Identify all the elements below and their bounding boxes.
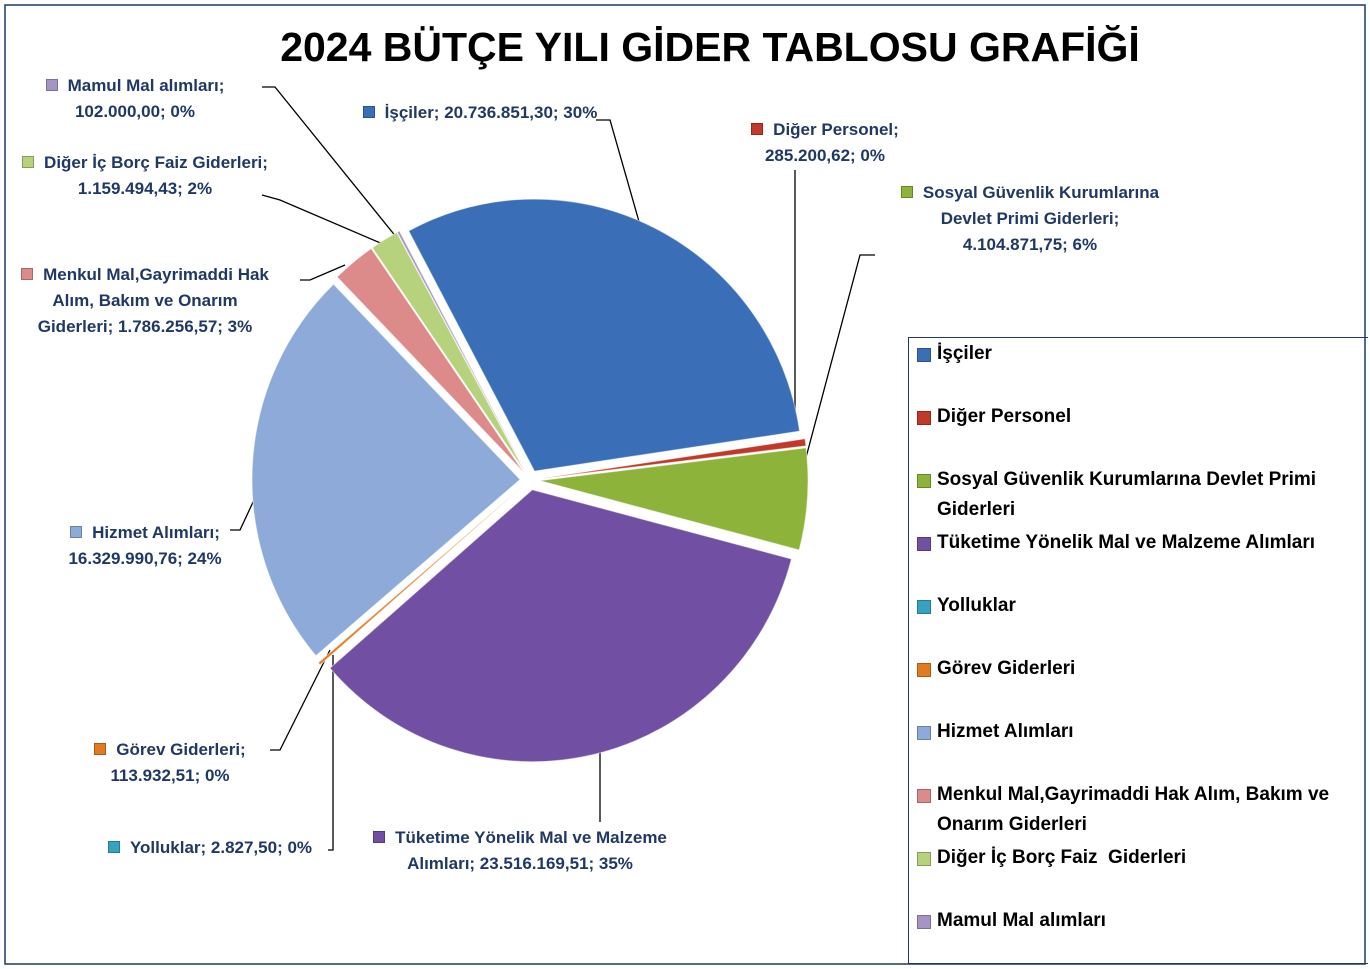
data-label-text: Menkul Mal,Gayrimaddi Hak Alım, Bakım ve… xyxy=(37,265,269,336)
legend-swatch xyxy=(917,348,931,362)
leader-line xyxy=(328,655,334,851)
legend-text: Görev Giderleri xyxy=(937,658,1076,679)
legend-swatch xyxy=(917,411,931,425)
data-label-text: Görev Giderleri; 113.932,51; 0% xyxy=(110,740,246,785)
label-marker xyxy=(22,156,35,168)
pie-slice xyxy=(539,447,809,551)
label-marker xyxy=(45,79,58,91)
pie-slice xyxy=(408,198,801,472)
data-label: Tüketime Yönelik Mal ve Malzeme Alımları… xyxy=(370,825,670,877)
label-marker xyxy=(751,123,764,135)
legend-text: Tüketime Yönelik Mal ve Malzeme Alımları xyxy=(937,532,1316,553)
data-label-text: Yolluklar; 2.827,50; 0% xyxy=(129,838,313,857)
legend-item: Diğer İç Borç Faiz Giderleri xyxy=(917,843,1357,873)
chart-title: 2024 BÜTÇE YILI GİDER TABLOSU GRAFİĞİ xyxy=(280,24,1140,70)
data-label: Görev Giderleri; 113.932,51; 0% xyxy=(55,737,285,789)
pie-slice xyxy=(336,247,525,473)
legend-swatch xyxy=(917,852,931,866)
legend-swatch xyxy=(917,600,931,614)
data-label-text: Hizmet Alımları; 16.329.990,76; 24% xyxy=(68,523,222,568)
legend-item: İşçiler xyxy=(917,339,1357,369)
chart-border xyxy=(4,4,1366,965)
legend-item: Görev Giderleri xyxy=(917,654,1357,684)
pie-slice xyxy=(251,283,521,657)
label-marker xyxy=(373,831,386,843)
legend-text: Diğer İç Borç Faiz Giderleri xyxy=(937,847,1187,868)
legend-swatch xyxy=(917,915,931,929)
legend-text: Sosyal Güvenlik Kurumlarına Devlet Primi… xyxy=(937,469,1322,520)
data-label: Yolluklar; 2.827,50; 0% xyxy=(60,835,360,861)
pie-slice xyxy=(371,231,526,472)
data-label-text: Diğer Personel; 285.200,62; 0% xyxy=(764,120,899,165)
data-label: Diğer Personel; 285.200,62; 0% xyxy=(725,117,925,169)
legend-swatch xyxy=(917,789,931,803)
leader-line xyxy=(596,119,641,226)
data-label-text: Mamul Mal alımları; 102.000,00; 0% xyxy=(67,76,225,121)
legend-text: Yolluklar xyxy=(937,595,1016,616)
pie-slice xyxy=(539,438,807,480)
data-label: Diğer İç Borç Faiz Giderleri; 1.159.494,… xyxy=(15,150,275,202)
legend-item: Diğer Personel xyxy=(917,402,1357,432)
legend-text: Diğer Personel xyxy=(937,406,1072,427)
legend: İşçiler Diğer Personel Sosyal Güvenlik Kur… xyxy=(908,337,1368,964)
legend-swatch xyxy=(917,663,931,677)
data-label: Sosyal Güvenlik Kurumlarına Devlet Primi… xyxy=(890,180,1170,258)
leader-line xyxy=(262,86,398,239)
legend-item: Menkul Mal,Gayrimaddi Hak Alım, Bakım ve… xyxy=(917,780,1357,840)
data-label: Mamul Mal alımları; 102.000,00; 0% xyxy=(5,73,265,125)
data-label-text: Tüketime Yönelik Mal ve Malzeme Alımları… xyxy=(395,828,667,873)
legend-item: Yolluklar xyxy=(917,591,1357,621)
label-marker xyxy=(94,743,107,755)
legend-item: Mamul Mal alımları xyxy=(917,906,1357,936)
legend-swatch xyxy=(917,474,931,488)
data-label-text: Diğer İç Borç Faiz Giderleri; 1.159.494,… xyxy=(44,153,268,198)
pie-slice xyxy=(317,486,523,666)
legend-text: Hizmet Alımları xyxy=(937,721,1074,742)
leader-line xyxy=(261,194,386,246)
label-marker xyxy=(21,268,34,280)
label-marker xyxy=(900,186,913,198)
pie xyxy=(251,198,809,763)
data-label-text: İşçiler; 20.736.851,30; 30% xyxy=(384,103,598,122)
legend-item: Sosyal Güvenlik Kurumlarına Devlet Primi… xyxy=(917,465,1357,525)
legend-swatch xyxy=(917,537,931,551)
legend-item: Tüketime Yönelik Mal ve Malzeme Alımları xyxy=(917,528,1357,558)
leader-line xyxy=(799,254,875,481)
legend-text: Menkul Mal,Gayrimaddi Hak Alım, Bakım ve… xyxy=(937,784,1335,835)
label-marker xyxy=(107,841,120,853)
data-label: Menkul Mal,Gayrimaddi Hak Alım, Bakım ve… xyxy=(15,262,275,340)
leader-line xyxy=(300,264,346,281)
legend-text: Mamul Mal alımları xyxy=(937,910,1106,931)
legend-text: İşçiler xyxy=(937,343,992,364)
data-label: İşçiler; 20.736.851,30; 30% xyxy=(330,100,630,126)
label-marker xyxy=(70,526,83,538)
data-label-text: Sosyal Güvenlik Kurumlarına Devlet Primi… xyxy=(922,183,1160,254)
leader-lines xyxy=(230,86,875,851)
legend-item: Hizmet Alımları xyxy=(917,717,1357,747)
pie-slice xyxy=(396,230,526,472)
data-label: Hizmet Alımları; 16.329.990,76; 24% xyxy=(30,520,260,572)
label-marker xyxy=(362,106,375,118)
pie-slice xyxy=(329,489,793,763)
legend-swatch xyxy=(917,726,931,740)
leader-line xyxy=(270,649,331,751)
